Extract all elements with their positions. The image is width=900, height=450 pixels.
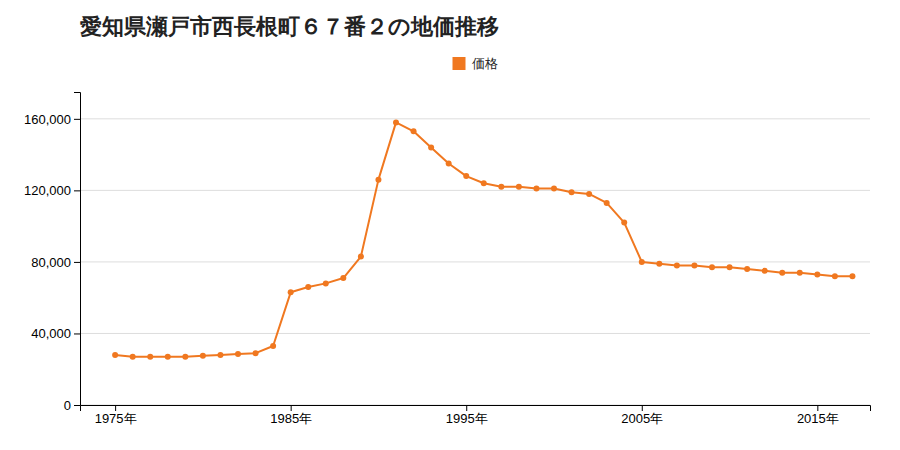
- grid-line: [80, 333, 870, 334]
- point: [779, 270, 785, 276]
- point: [130, 354, 136, 360]
- tick-label: 2015年: [797, 411, 839, 426]
- point: [112, 352, 118, 358]
- tick-label: 120,000: [24, 183, 71, 198]
- tick: 1995年: [446, 405, 488, 426]
- point: [551, 186, 557, 192]
- point: [762, 268, 768, 274]
- tick-mark: [466, 405, 467, 411]
- point: [428, 144, 434, 150]
- tick: 120,000: [24, 183, 80, 198]
- axis-domain: [81, 406, 871, 412]
- point: [832, 273, 838, 279]
- point: [323, 280, 329, 286]
- point: [639, 259, 645, 265]
- point: [375, 177, 381, 183]
- point: [498, 184, 504, 190]
- tick-mark: [74, 333, 80, 334]
- point: [744, 266, 750, 272]
- tick: 80,000: [31, 255, 80, 270]
- title: 愛知県瀬戸市西長根町６７番２の地価推移: [80, 14, 499, 39]
- tick: 0: [64, 398, 80, 413]
- point: [253, 350, 259, 356]
- point: [270, 343, 276, 349]
- point: [814, 271, 820, 277]
- chart-container: 1975年 1985年 1995年 2005年 2015年 0 40,000 80,000 12…: [0, 0, 900, 450]
- point: [305, 284, 311, 290]
- point: [709, 264, 715, 270]
- grid-line: [80, 190, 870, 191]
- legend-label: 価格: [472, 56, 498, 71]
- point: [849, 273, 855, 279]
- x-axis: 1975年 1985年 1995年 2005年 2015年: [81, 405, 871, 426]
- tick: 1985年: [270, 405, 312, 426]
- point: [165, 354, 171, 360]
- point: [604, 200, 610, 206]
- tick: 1975年: [95, 405, 137, 426]
- point: [621, 220, 627, 226]
- tick-mark: [817, 405, 818, 411]
- point: [481, 180, 487, 186]
- tick-mark: [74, 190, 80, 191]
- point: [691, 262, 697, 268]
- tick-mark: [291, 405, 292, 411]
- tick-label: 80,000: [31, 255, 71, 270]
- grid-line: [80, 261, 870, 262]
- tick-mark: [115, 405, 116, 411]
- point: [569, 189, 575, 195]
- point: [446, 161, 452, 167]
- tick: 160,000: [24, 111, 80, 126]
- tick-label: 1985年: [270, 411, 312, 426]
- grid-line: [80, 118, 870, 119]
- tick-label: 2005年: [621, 411, 663, 426]
- chart: 1975年 1985年 1995年 2005年 2015年 0 40,000 80,000 12…: [0, 0, 900, 450]
- tick-mark: [74, 119, 80, 120]
- tick-mark: [74, 405, 80, 406]
- point: [411, 128, 417, 134]
- point: [586, 191, 592, 197]
- point: [656, 261, 662, 267]
- point: [797, 270, 803, 276]
- grid: [80, 119, 870, 405]
- tick-label: 160,000: [24, 111, 71, 126]
- point: [463, 173, 469, 179]
- tick-label: 0: [64, 398, 71, 413]
- point: [147, 354, 153, 360]
- point: [235, 351, 241, 357]
- tick: 2005年: [621, 405, 663, 426]
- point: [182, 354, 188, 360]
- point: [393, 119, 399, 125]
- point: [217, 352, 223, 358]
- y-axis: 0 40,000 80,000 120,000 160,000: [24, 93, 81, 413]
- plot-area: [112, 119, 855, 359]
- tick-label: 1975年: [95, 411, 137, 426]
- point: [674, 262, 680, 268]
- point: [340, 275, 346, 281]
- point: [516, 184, 522, 190]
- tick-mark: [74, 262, 80, 263]
- point: [288, 289, 294, 295]
- tick-label: 40,000: [31, 326, 71, 341]
- line: [115, 122, 852, 356]
- tick-mark: [642, 405, 643, 411]
- tick: 40,000: [31, 326, 80, 341]
- legend-item: 価格: [453, 56, 498, 71]
- tick: 2015年: [797, 405, 839, 426]
- point: [727, 264, 733, 270]
- axis-domain: [74, 93, 81, 406]
- point: [200, 353, 206, 359]
- legend-swatch: [453, 57, 466, 70]
- legend: 価格: [453, 56, 498, 71]
- point: [533, 186, 539, 192]
- point: [358, 254, 364, 260]
- tick-label: 1995年: [446, 411, 488, 426]
